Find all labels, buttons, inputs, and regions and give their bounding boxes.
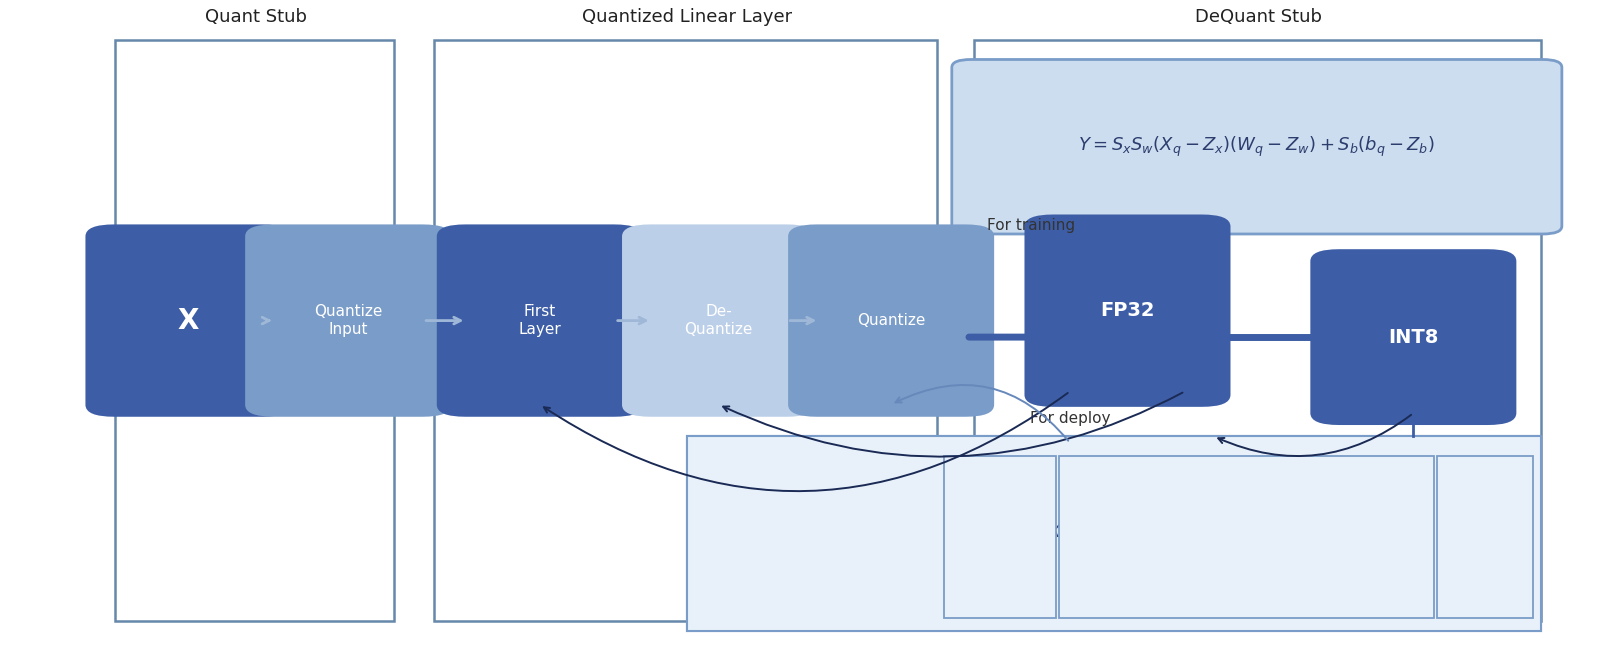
Text: Quantize: Quantize [858,313,925,328]
Bar [434,40,937,621]
FancyBboxPatch shape [1310,249,1516,425]
Text: DeQuant Stub: DeQuant Stub [1195,9,1322,26]
FancyBboxPatch shape [85,225,291,417]
Text: Quant Stub: Quant Stub [204,9,307,26]
Text: First
Layer: First Layer [519,304,561,337]
FancyBboxPatch shape [246,225,450,417]
Text: Quantized Linear Layer: Quantized Linear Layer [581,9,792,26]
FancyBboxPatch shape [952,59,1562,234]
Bar [1437,456,1533,618]
Text: For deploy: For deploy [1030,411,1110,426]
Bar [974,40,1541,621]
FancyArrowPatch shape [545,393,1068,491]
FancyBboxPatch shape [789,225,993,417]
Bar [115,40,394,621]
FancyArrowPatch shape [896,385,1068,441]
FancyBboxPatch shape [623,225,814,417]
FancyBboxPatch shape [438,225,642,417]
Text: $Y = S_xS_w(X_q - Z_x)(W_q - Z_w) + S_b(b_q - Z_b)$: $Y = S_xS_w(X_q - Z_x)(W_q - Z_w) + S_b(… [1078,135,1436,159]
Text: $Y_q = \dfrac{S_xS_w}{S_Y}((X_q - Z_x)(W_q - Z_w) + b) + Z_Y$: $Y_q = \dfrac{S_xS_w}{S_Y}((X_q - Z_x)(W… [957,513,1271,555]
FancyArrowPatch shape [1219,415,1412,456]
Bar [687,436,1541,631]
Text: FP32: FP32 [1100,301,1155,320]
Text: De-
Quantize: De- Quantize [685,304,752,337]
FancyArrowPatch shape [723,393,1182,457]
Text: Quantize
Input: Quantize Input [315,304,382,337]
Text: INT8: INT8 [1388,328,1439,346]
Text: For training: For training [987,217,1075,233]
Bar [687,436,1541,631]
Text: X: X [177,307,200,334]
FancyBboxPatch shape [1025,214,1230,407]
Bar [1059,456,1434,618]
Bar [944,456,1056,618]
